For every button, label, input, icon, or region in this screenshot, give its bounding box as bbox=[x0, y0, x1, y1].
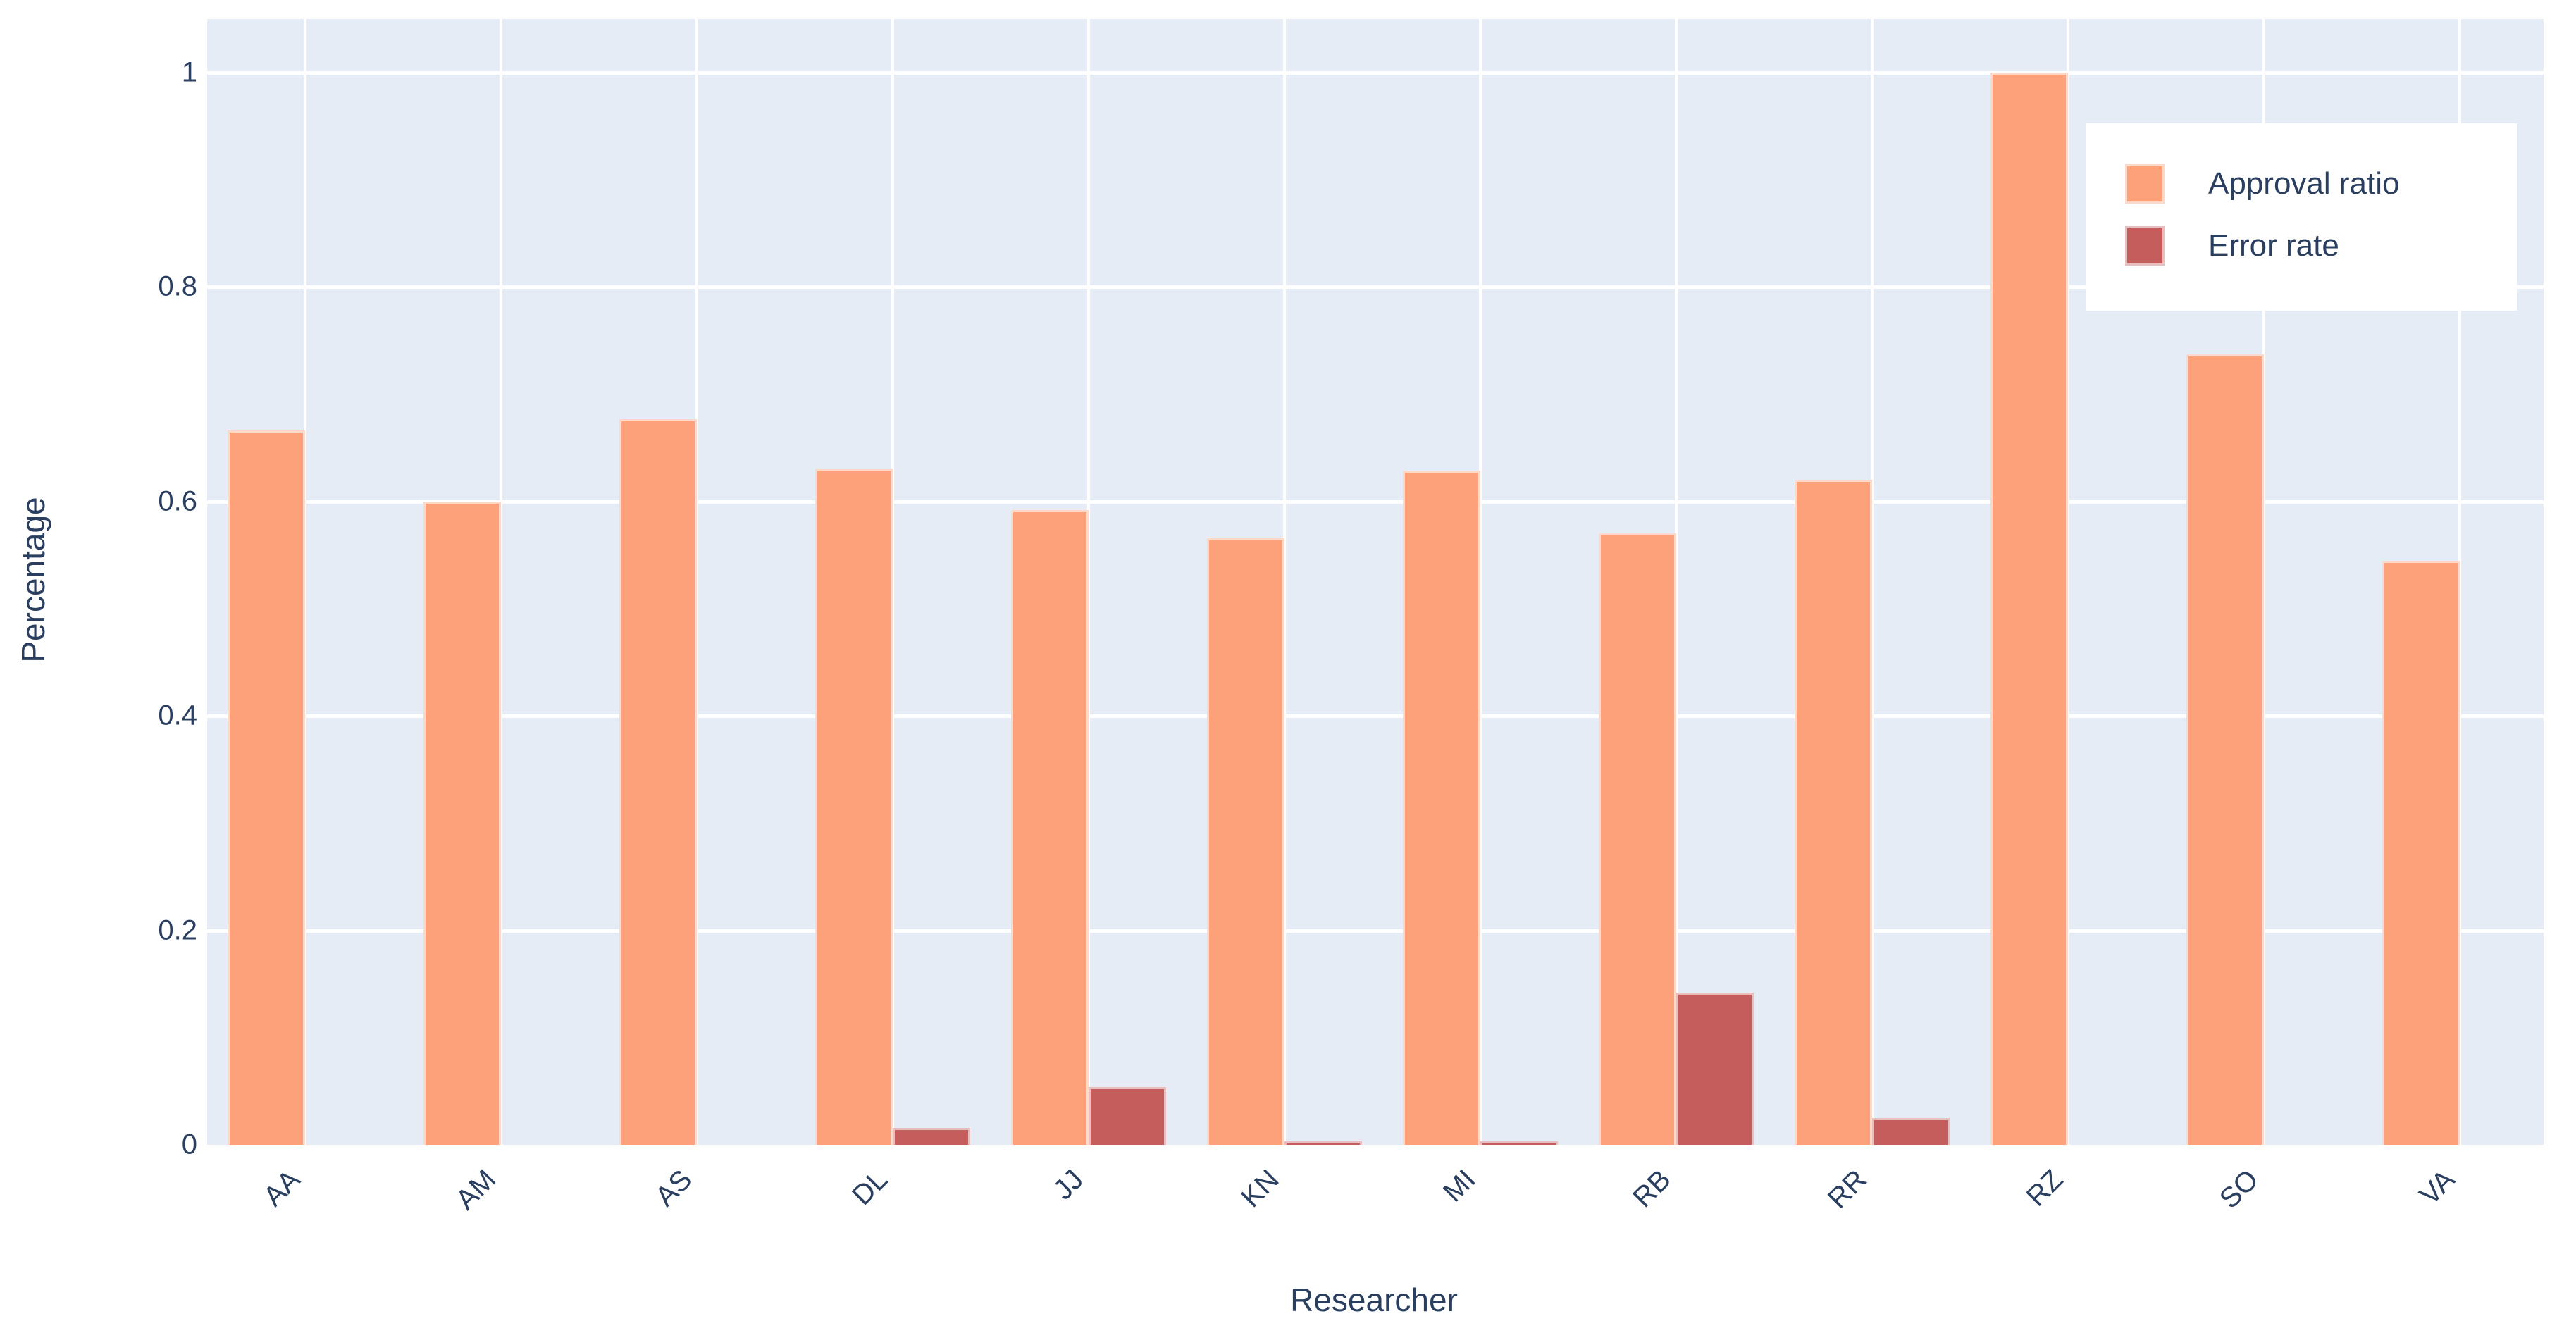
x-tick-label-RB: RB bbox=[1627, 1164, 1678, 1214]
legend-label: Error rate bbox=[2208, 228, 2339, 263]
x-tick-label-JJ: JJ bbox=[1047, 1164, 1090, 1206]
y-tick-label-0.6: 0.6 bbox=[158, 485, 197, 517]
gridline-y-0.8 bbox=[207, 285, 2544, 290]
approval-ratio-swatch-icon bbox=[2125, 164, 2165, 204]
bar-approval-VA[interactable] bbox=[2382, 561, 2460, 1145]
gridline-x-JJ bbox=[1087, 19, 1090, 1145]
bar-error-KN[interactable] bbox=[1284, 1141, 1362, 1145]
bar-error-RB[interactable] bbox=[1676, 993, 1754, 1145]
bar-approval-AA[interactable] bbox=[228, 430, 305, 1145]
gridline-x-RZ bbox=[2067, 19, 2069, 1145]
gridline-y-0.2 bbox=[207, 929, 2544, 933]
legend: Approval ratio Error rate bbox=[2086, 123, 2517, 311]
gridline-y-1 bbox=[207, 71, 2544, 75]
legend-item-error-rate[interactable]: Error rate bbox=[2125, 215, 2517, 277]
bar-approval-SO[interactable] bbox=[2186, 354, 2264, 1145]
gridline-y-0.4 bbox=[207, 714, 2544, 719]
x-tick-label-RZ: RZ bbox=[2020, 1164, 2069, 1212]
gridline-x-MI bbox=[1479, 19, 1482, 1145]
bar-approval-KN[interactable] bbox=[1207, 538, 1284, 1145]
bar-error-RR[interactable] bbox=[1872, 1118, 1950, 1145]
gridline-x-VA bbox=[2458, 19, 2461, 1145]
gridline-x-AA bbox=[304, 19, 306, 1145]
x-tick-label-MI: MI bbox=[1437, 1164, 1482, 1208]
bar-error-JJ[interactable] bbox=[1089, 1087, 1166, 1145]
y-tick-label-0.8: 0.8 bbox=[158, 271, 197, 302]
bar-approval-AM[interactable] bbox=[423, 502, 501, 1145]
x-tick-label-VA: VA bbox=[2413, 1164, 2461, 1211]
gridline-x-DL bbox=[891, 19, 894, 1145]
bar-error-DL[interactable] bbox=[893, 1128, 970, 1145]
y-tick-label-0.2: 0.2 bbox=[158, 914, 197, 946]
bar-approval-AS[interactable] bbox=[619, 419, 697, 1145]
x-tick-label-SO: SO bbox=[2214, 1164, 2265, 1215]
bar-approval-JJ[interactable] bbox=[1011, 510, 1089, 1145]
y-tick-label-0: 0 bbox=[181, 1129, 197, 1160]
bar-approval-RR[interactable] bbox=[1795, 480, 1872, 1145]
bar-approval-RB[interactable] bbox=[1599, 533, 1676, 1145]
gridline-x-AS bbox=[695, 19, 698, 1145]
x-tick-label-RR: RR bbox=[1822, 1164, 1874, 1215]
gridline-x-KN bbox=[1283, 19, 1286, 1145]
legend-label: Approval ratio bbox=[2208, 166, 2400, 201]
bar-approval-MI[interactable] bbox=[1403, 471, 1480, 1145]
x-tick-label-DL: DL bbox=[846, 1164, 894, 1212]
gridline-x-SO bbox=[2262, 19, 2265, 1145]
y-tick-label-1: 1 bbox=[181, 56, 197, 88]
x-tick-label-AS: AS bbox=[649, 1164, 698, 1212]
gridline-x-RR bbox=[1871, 19, 1874, 1145]
y-tick-label-0.4: 0.4 bbox=[158, 700, 197, 731]
bar-error-MI[interactable] bbox=[1480, 1141, 1558, 1145]
gridline-x-RB bbox=[1675, 19, 1678, 1145]
x-tick-label-AM: AM bbox=[450, 1164, 502, 1216]
x-axis-title: Researcher bbox=[1290, 1282, 1458, 1318]
error-rate-swatch-icon bbox=[2125, 226, 2165, 266]
legend-item-approval-ratio[interactable]: Approval ratio bbox=[2125, 153, 2517, 215]
y-axis-title: Percentage bbox=[15, 497, 51, 663]
x-tick-label-AA: AA bbox=[257, 1164, 306, 1212]
gridline-y-0.6 bbox=[207, 500, 2544, 504]
gridline-x-AM bbox=[500, 19, 502, 1145]
bar-approval-DL[interactable] bbox=[815, 469, 893, 1145]
bar-approval-RZ[interactable] bbox=[1990, 73, 2068, 1145]
x-tick-label-KN: KN bbox=[1235, 1164, 1286, 1214]
